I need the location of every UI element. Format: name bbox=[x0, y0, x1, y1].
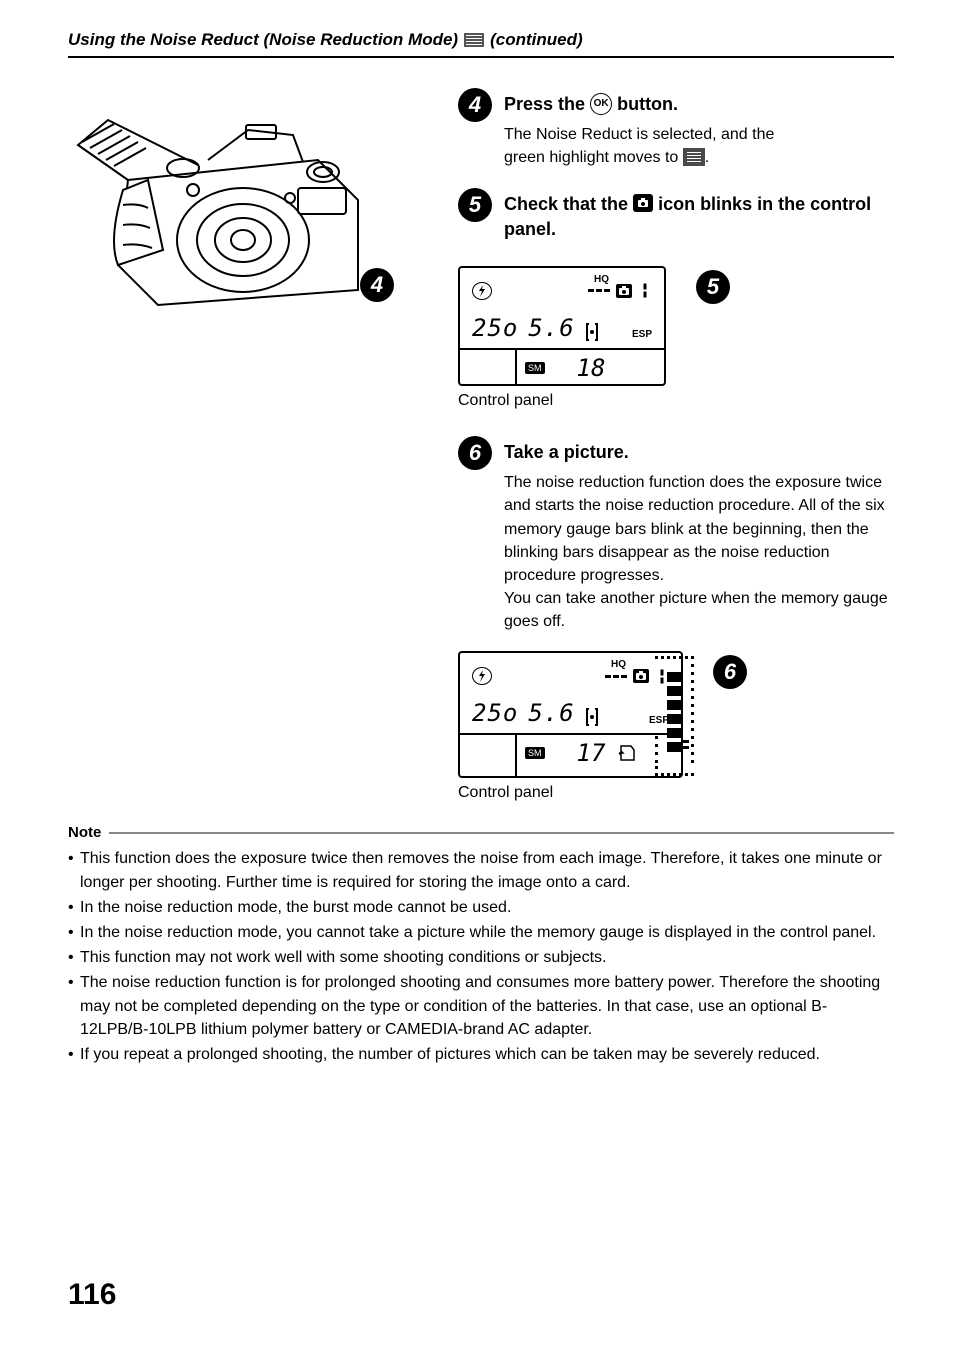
sm-badge-2: SM bbox=[525, 747, 545, 759]
note-item: This function does the exposure twice th… bbox=[68, 847, 894, 893]
top-dashes-icon-2 bbox=[605, 675, 627, 678]
note-item: In the noise reduction mode, the burst m… bbox=[68, 896, 894, 919]
flash-icon-2 bbox=[472, 667, 492, 685]
step-4-badge-num: 4 bbox=[371, 272, 383, 298]
control-panel-step-5: HQ 25o 5.6 ESP SM 18 bbox=[458, 266, 666, 386]
top-dashes-icon bbox=[588, 289, 610, 292]
step-6-badge-side: 6 bbox=[713, 655, 747, 689]
nr-mini-icon bbox=[616, 284, 632, 298]
note-item: This function may not work well with som… bbox=[68, 946, 894, 969]
header-title-prefix: Using the Noise Reduct (Noise Reduction … bbox=[68, 30, 458, 50]
bracket-icon-2 bbox=[585, 707, 599, 727]
step-6-title: Take a picture. bbox=[504, 440, 894, 465]
memory-gauge-icon bbox=[653, 654, 697, 779]
flash-icon bbox=[472, 282, 492, 300]
side-dashes-icon bbox=[644, 284, 647, 298]
ok-icon: OK bbox=[590, 93, 612, 115]
lcd-shutter: 25o bbox=[472, 314, 518, 342]
step-5-badge: 5 bbox=[458, 188, 492, 222]
header-title-suffix: (continued) bbox=[490, 30, 583, 50]
note-rule bbox=[109, 832, 894, 834]
step-4: 4 Press the OK button. The Noise Reduct … bbox=[458, 88, 894, 170]
grid-icon bbox=[464, 32, 484, 48]
card-write-icon bbox=[617, 743, 637, 763]
grid-small-icon bbox=[683, 148, 705, 166]
step-6-body: The noise reduction function does the ex… bbox=[504, 471, 894, 633]
step-4-title: Press the OK button. bbox=[504, 92, 894, 117]
note-item: If you repeat a prolonged shooting, the … bbox=[68, 1043, 894, 1066]
page-number: 116 bbox=[68, 1278, 116, 1312]
lcd-shutter-2: 25o bbox=[472, 699, 518, 727]
step-4-body: The Noise Reduct is selected, and the gr… bbox=[504, 123, 894, 169]
esp-label: ESP bbox=[632, 329, 652, 340]
camera-illustration: 4 bbox=[68, 90, 388, 320]
panel-6-caption: Control panel bbox=[458, 784, 683, 802]
bracket-icon bbox=[585, 322, 599, 342]
step-6-badge: 6 bbox=[458, 436, 492, 470]
panel-5-caption: Control panel bbox=[458, 392, 666, 410]
step-4-badge-on-image: 4 bbox=[360, 268, 394, 302]
step-5: 5 Check that the icon blinks in the cont… bbox=[458, 188, 894, 248]
step-4-badge: 4 bbox=[458, 88, 492, 122]
note-item: In the noise reduction mode, you cannot … bbox=[68, 921, 894, 944]
step-5-title: Check that the icon blinks in the contro… bbox=[504, 192, 894, 242]
note-list: This function does the exposure twice th… bbox=[68, 847, 894, 1066]
page-header: Using the Noise Reduct (Noise Reduction … bbox=[68, 30, 894, 58]
nr-icon bbox=[633, 194, 653, 212]
lcd-frames: 18 bbox=[577, 354, 606, 382]
note-block: Note This function does the exposure twi… bbox=[68, 824, 894, 1066]
note-title: Note bbox=[68, 824, 101, 841]
lcd-aperture: 5.6 bbox=[528, 314, 574, 342]
step-5-badge-side: 5 bbox=[696, 270, 730, 304]
lcd-aperture-2: 5.6 bbox=[528, 699, 574, 727]
step-6: 6 Take a picture. The noise reduction fu… bbox=[458, 436, 894, 634]
control-panel-step-6: HQ 25o 5.6 ESP SM 17 bbox=[458, 651, 683, 778]
hq-label: HQ bbox=[594, 274, 609, 285]
note-item: The noise reduction function is for prol… bbox=[68, 971, 894, 1041]
nr-mini-icon-2 bbox=[633, 669, 649, 683]
hq-label-2: HQ bbox=[611, 659, 626, 670]
sm-badge: SM bbox=[525, 362, 545, 374]
lcd-frames-2: 17 bbox=[577, 739, 606, 767]
